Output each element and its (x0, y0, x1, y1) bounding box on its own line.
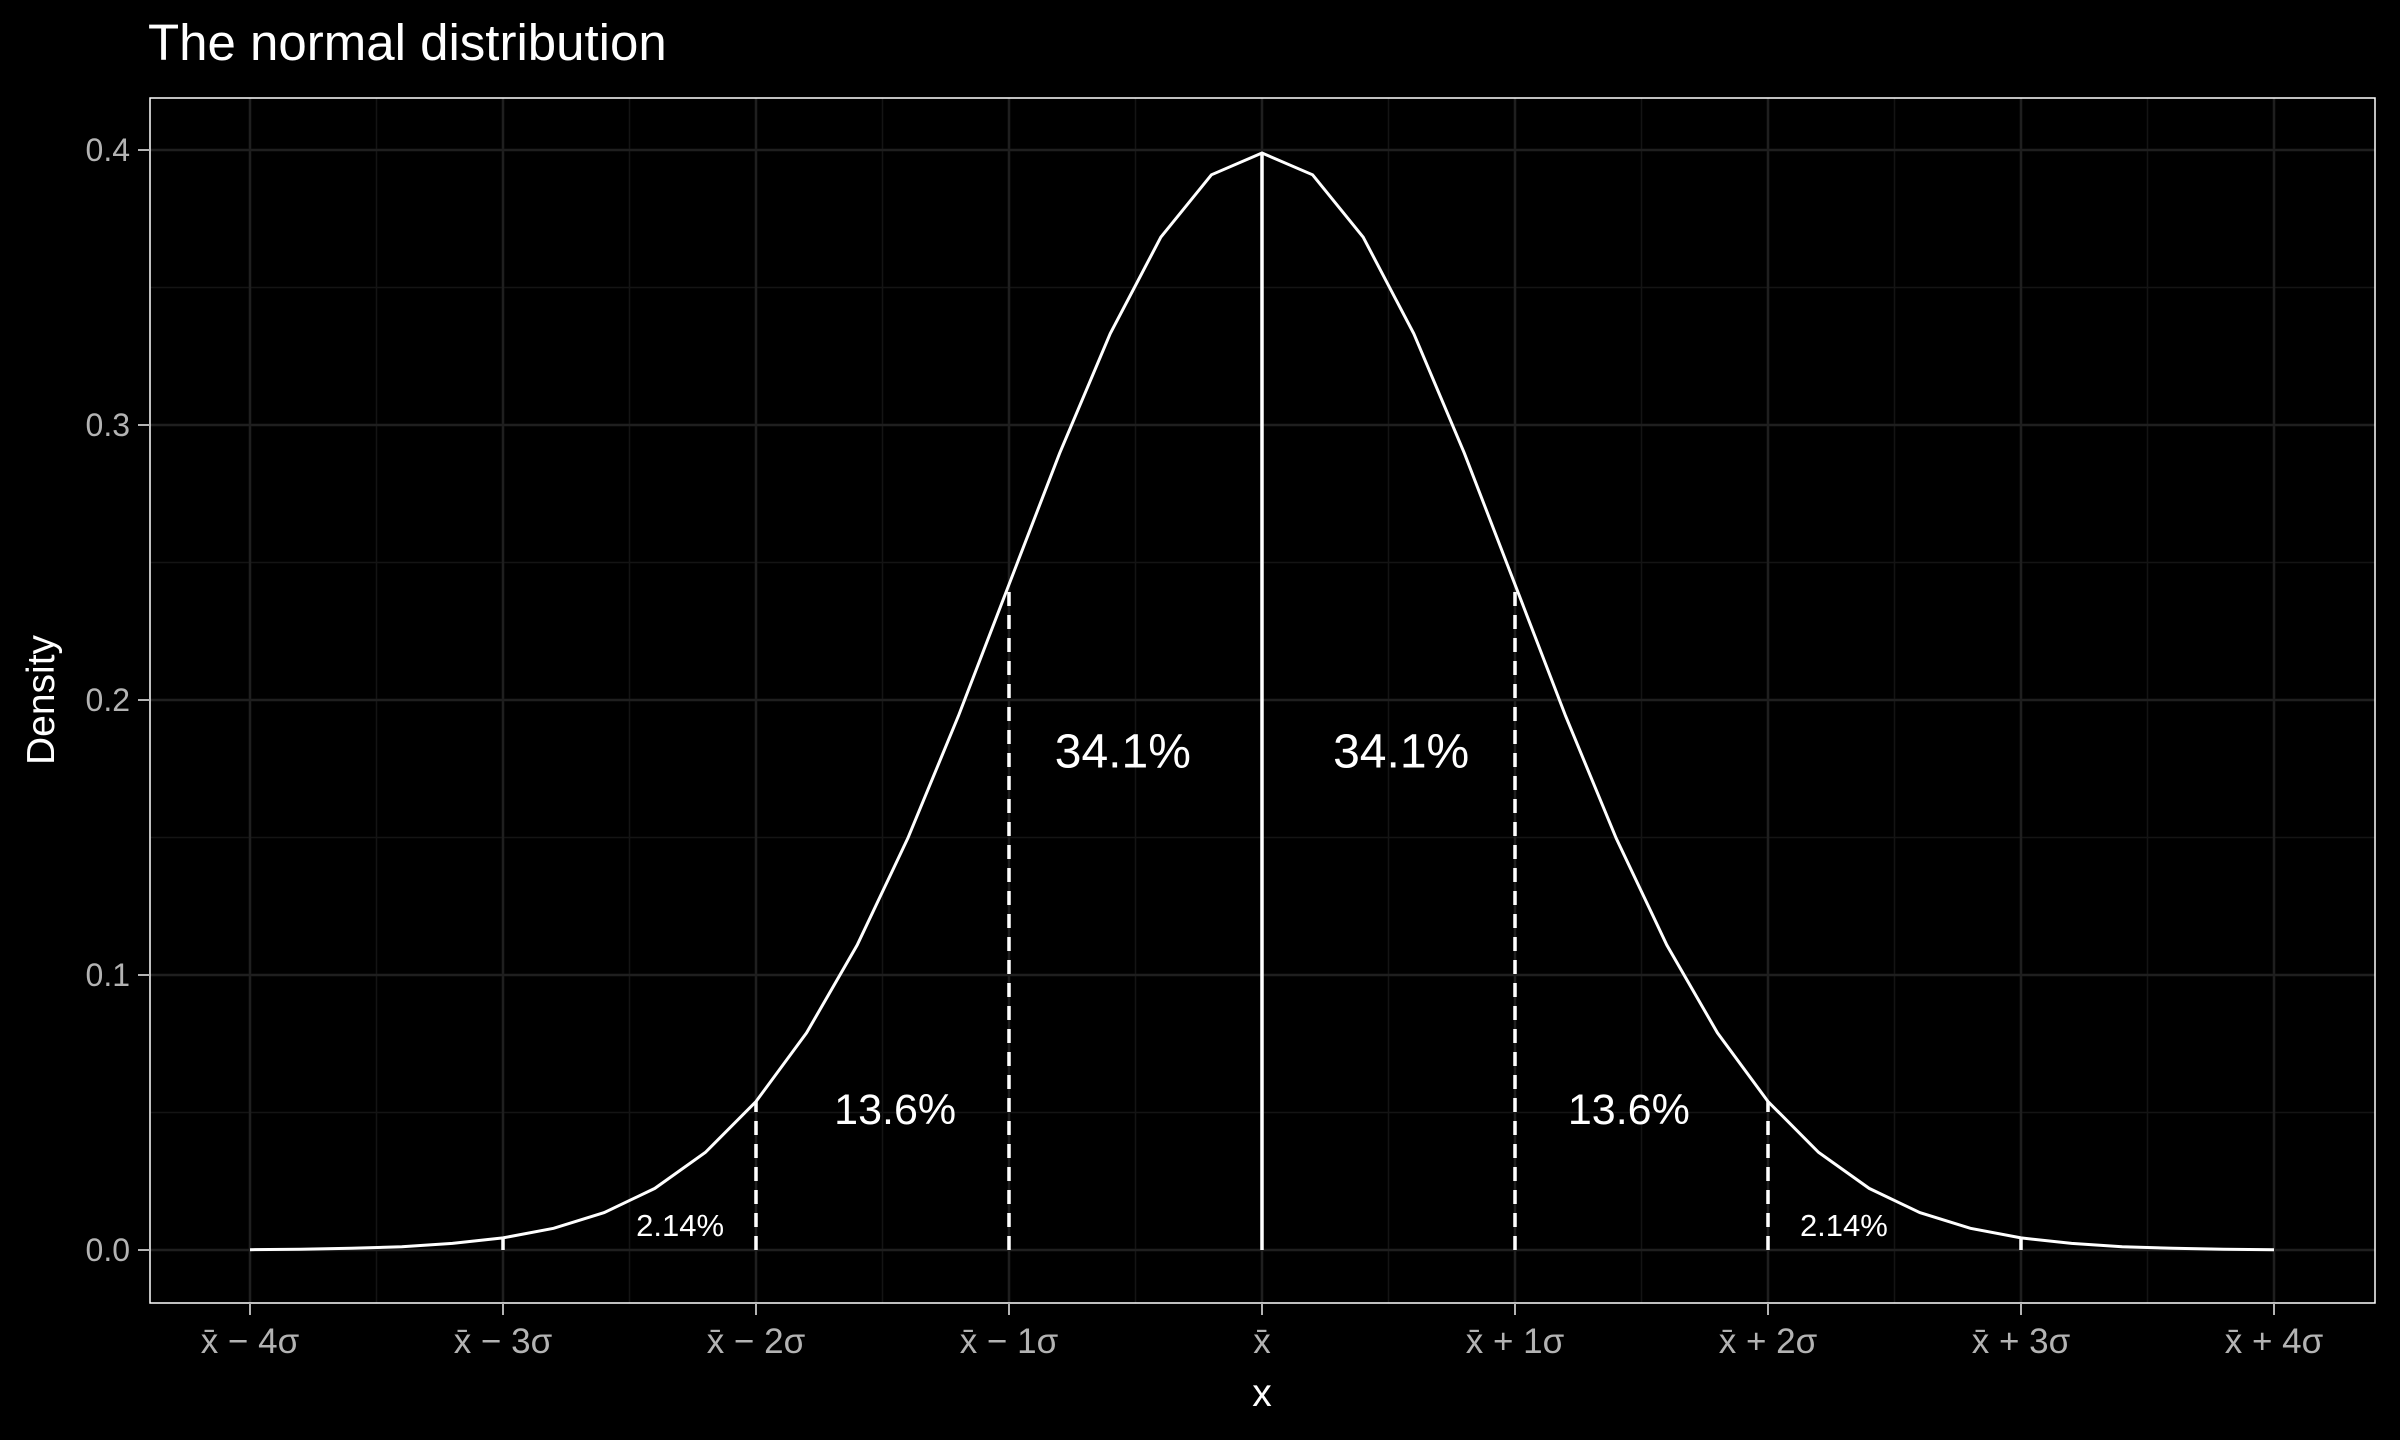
x-tick-label: x̄ + 1σ (1466, 1322, 1565, 1361)
x-axis-title: x (1252, 1372, 1272, 1415)
percent-label: 2.14% (1800, 1208, 1888, 1243)
x-tick-label: x̄ − 4σ (201, 1322, 300, 1361)
percent-label: 34.1% (1055, 726, 1191, 779)
y-axis-ticks: 0.0 0.1 0.2 0.3 0.4 (86, 132, 150, 1268)
x-axis-ticks: x̄ − 4σ x̄ − 3σ x̄ − 2σ x̄ − 1σ x̄ x̄ + 1σ x̄ … (201, 1303, 2324, 1361)
x-tick-label: x̄ + 2σ (1719, 1322, 1818, 1361)
y-tick-label: 0.3 (86, 407, 130, 443)
percent-label: 13.6% (834, 1086, 956, 1134)
x-tick-label: x̄ − 1σ (960, 1322, 1059, 1361)
y-axis-title: Density (20, 634, 63, 765)
x-tick-label: x̄ + 3σ (1972, 1322, 2071, 1361)
y-tick-label: 0.0 (86, 1232, 130, 1268)
y-tick-label: 0.2 (86, 682, 130, 718)
percent-label: 13.6% (1568, 1086, 1690, 1134)
chart-title: The normal distribution (148, 14, 667, 71)
x-tick-label: x̄ + 4σ (2225, 1322, 2324, 1361)
sigma-lines (501, 153, 2023, 1250)
density-curve (249, 151, 2275, 1252)
percent-label: 34.1% (1333, 726, 1469, 779)
y-tick-label: 0.1 (86, 957, 130, 993)
x-tick-label: x̄ − 3σ (454, 1322, 553, 1361)
x-tick-label: x̄ (1253, 1322, 1271, 1361)
y-tick-label: 0.4 (86, 132, 130, 168)
percent-label: 2.14% (636, 1208, 724, 1243)
percent-annotations: 34.1% 34.1% 13.6% 13.6% 2.14% 2.14% (636, 726, 1888, 1244)
x-tick-label: x̄ − 2σ (707, 1322, 806, 1361)
